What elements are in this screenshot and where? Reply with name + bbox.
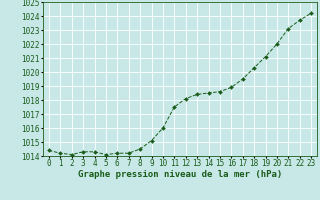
X-axis label: Graphe pression niveau de la mer (hPa): Graphe pression niveau de la mer (hPa)	[78, 170, 282, 179]
